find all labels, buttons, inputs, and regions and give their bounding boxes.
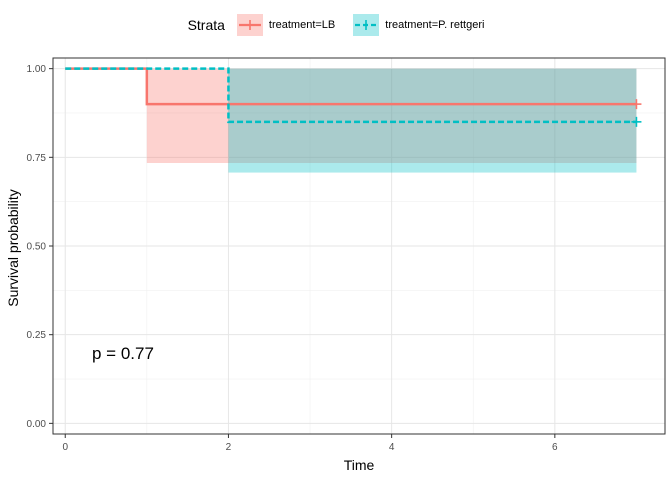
x-tick-label: 4 — [389, 442, 395, 453]
legend-key-rettgeri — [353, 14, 380, 36]
y-tick-label: 1.00 — [27, 64, 47, 75]
x-axis-title: Time — [344, 457, 375, 473]
legend-item-rettgeri: treatment=P. rettgeri — [353, 14, 484, 36]
x-tick-label: 0 — [62, 442, 68, 453]
axes: 0 2 4 6 0.00 0.25 0.50 0.75 1.00 — [27, 64, 559, 453]
p-value-annotation: p = 0.77 — [92, 344, 154, 363]
censor-marks — [631, 99, 642, 127]
y-tick-label: 0.50 — [27, 242, 47, 253]
y-axis-title: Survival probability — [5, 189, 21, 307]
legend-title: Strata — [187, 17, 225, 33]
survival-curves — [65, 67, 637, 124]
legend-label-rettgeri: treatment=P. rettgeri — [385, 19, 485, 31]
legend-key-lb — [236, 14, 263, 36]
x-tick-label: 2 — [226, 442, 232, 453]
legend: Strata treatment=LB treatment=P. rettger… — [0, 14, 672, 36]
y-tick-label: 0.00 — [27, 419, 47, 430]
y-tick-label: 0.25 — [27, 330, 47, 341]
legend-label-lb: treatment=LB — [268, 19, 336, 31]
x-tick-label: 6 — [552, 442, 558, 453]
y-tick-label: 0.75 — [27, 153, 47, 164]
survival-line-series-1 — [65, 67, 637, 124]
legend-item-lb: treatment=LB — [236, 14, 336, 36]
confidence-bands — [146, 68, 637, 173]
